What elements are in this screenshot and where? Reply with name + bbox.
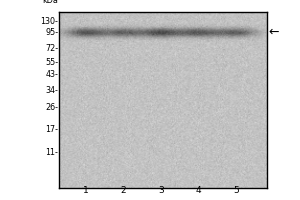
Text: 17-: 17- bbox=[46, 125, 59, 134]
Text: 55-: 55- bbox=[45, 58, 58, 67]
Text: 2: 2 bbox=[120, 186, 126, 195]
Text: 5: 5 bbox=[233, 186, 239, 195]
Text: 3: 3 bbox=[158, 186, 164, 195]
Text: kDa: kDa bbox=[43, 0, 58, 5]
Text: 4: 4 bbox=[195, 186, 201, 195]
Text: 95-: 95- bbox=[45, 28, 58, 37]
Text: 34-: 34- bbox=[46, 86, 59, 95]
Text: 130-: 130- bbox=[40, 17, 58, 26]
Text: 72-: 72- bbox=[45, 44, 58, 53]
Text: 43-: 43- bbox=[46, 70, 59, 79]
Text: ←: ← bbox=[268, 26, 279, 39]
Text: 26-: 26- bbox=[46, 103, 59, 112]
Text: 1: 1 bbox=[83, 186, 88, 195]
Text: 11-: 11- bbox=[46, 148, 59, 157]
